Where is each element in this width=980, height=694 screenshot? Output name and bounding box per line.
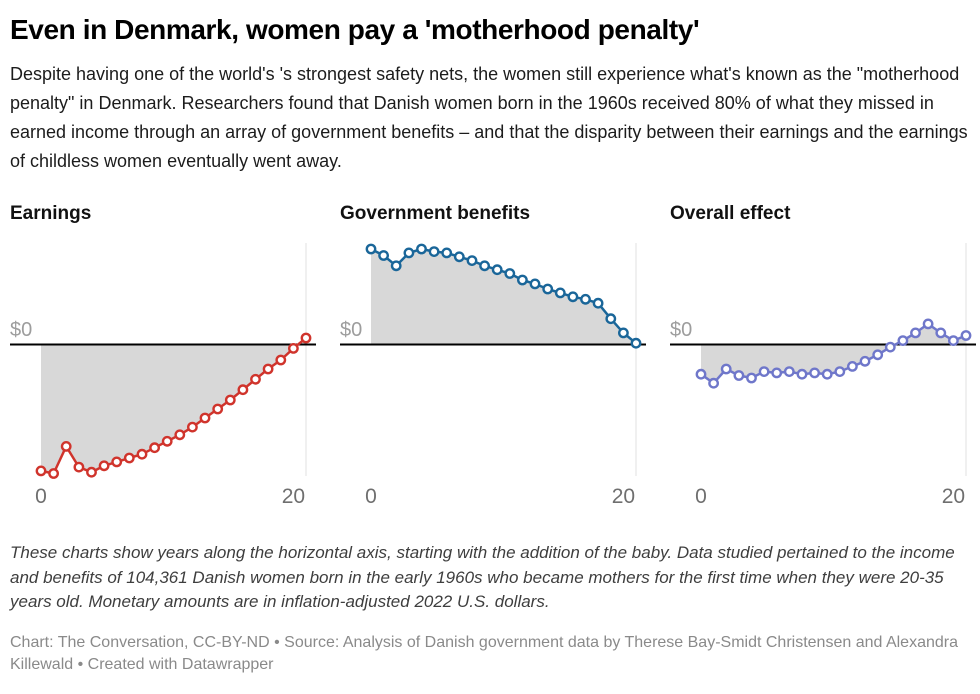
svg-text:20: 20: [942, 485, 965, 508]
svg-text:0: 0: [695, 485, 707, 508]
earnings-chart: $0 0 20: [10, 243, 316, 508]
page-title: Even in Denmark, women pay a 'motherhood…: [10, 14, 700, 45]
panel-overall-effect: Overall effect $0 0 20: [670, 203, 980, 515]
svg-text:$0: $0: [340, 319, 362, 341]
svg-text:20: 20: [612, 485, 635, 508]
overall-effect-chart: $0 0 20: [670, 243, 976, 508]
svg-text:$0: $0: [10, 319, 32, 341]
panel-title-government-benefits: Government benefits: [340, 203, 531, 224]
credit-line: Chart: The Conversation, CC-BY-ND • Sour…: [10, 633, 958, 673]
svg-text:0: 0: [35, 485, 47, 508]
panel-title-overall-effect: Overall effect: [670, 203, 791, 224]
government-benefits-chart: $0 0 20: [340, 243, 646, 508]
panel-earnings: Earnings $0 0 20: [10, 203, 320, 515]
panel-government-benefits: Government benefits $0 0 20: [340, 203, 650, 515]
chart-page: Even in Denmark, women pay a 'motherhood…: [10, 14, 976, 673]
svg-text:20: 20: [282, 485, 305, 508]
svg-text:0: 0: [365, 485, 377, 508]
panel-title-earnings: Earnings: [10, 203, 92, 224]
charts-row: Earnings $0 0 20 Government benefits $0 0 20…: [10, 203, 976, 515]
svg-text:$0: $0: [670, 319, 692, 341]
methodology-note: These charts show years along the horizo…: [10, 543, 955, 611]
page-description: Despite having one of the world's 's str…: [10, 64, 968, 171]
